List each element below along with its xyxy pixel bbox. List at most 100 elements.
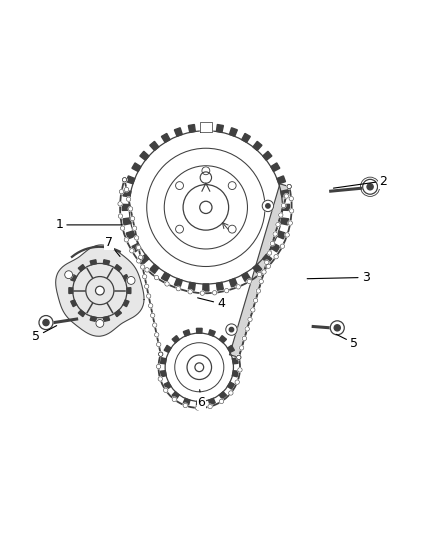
Polygon shape [140,254,149,263]
Circle shape [240,346,244,350]
Circle shape [287,184,291,189]
Polygon shape [271,163,280,172]
Circle shape [195,406,200,410]
Circle shape [280,244,285,248]
Circle shape [176,225,184,233]
Circle shape [270,241,275,246]
Polygon shape [277,176,286,184]
Polygon shape [216,125,223,132]
Circle shape [273,232,277,236]
Polygon shape [208,330,215,336]
Circle shape [367,184,373,190]
Circle shape [237,355,241,360]
Polygon shape [71,300,77,306]
Circle shape [281,204,286,208]
Text: 1: 1 [55,219,122,231]
Circle shape [142,274,147,279]
Circle shape [334,325,340,331]
Circle shape [224,288,229,293]
Circle shape [119,189,124,194]
Circle shape [226,324,237,335]
Circle shape [200,291,205,295]
Polygon shape [203,124,209,131]
Polygon shape [228,382,234,389]
Circle shape [267,251,272,255]
Polygon shape [126,176,135,184]
Polygon shape [196,328,202,333]
Circle shape [183,403,187,408]
Circle shape [152,323,157,327]
Circle shape [136,245,141,250]
Polygon shape [115,310,121,317]
Polygon shape [283,204,290,211]
Circle shape [259,279,263,284]
Polygon shape [126,231,135,239]
Circle shape [118,201,122,206]
Circle shape [165,282,169,286]
Circle shape [43,319,49,326]
Circle shape [287,184,291,189]
Circle shape [274,255,278,259]
Circle shape [124,238,129,242]
Polygon shape [230,278,237,287]
Polygon shape [162,272,170,281]
Circle shape [276,222,280,227]
Circle shape [137,259,141,263]
Polygon shape [233,358,238,364]
Circle shape [128,207,133,211]
Circle shape [245,327,249,331]
Circle shape [212,290,217,295]
Polygon shape [123,274,129,281]
Circle shape [195,363,204,372]
Polygon shape [123,190,131,197]
Text: 6: 6 [198,390,205,409]
Polygon shape [228,345,234,352]
Polygon shape [219,392,226,399]
Circle shape [202,167,210,175]
Polygon shape [140,151,149,160]
Circle shape [251,308,255,312]
Polygon shape [174,128,182,136]
Circle shape [237,355,241,360]
Circle shape [141,265,145,269]
Circle shape [146,294,151,298]
Text: 4: 4 [198,297,225,310]
Polygon shape [271,243,280,252]
Polygon shape [123,218,131,225]
Polygon shape [132,243,141,252]
Polygon shape [263,151,272,160]
Polygon shape [172,392,179,399]
Text: 5: 5 [32,326,57,343]
Polygon shape [172,336,179,343]
Polygon shape [132,163,141,172]
Circle shape [122,177,127,182]
Circle shape [148,303,153,308]
Circle shape [254,298,258,303]
Polygon shape [174,278,182,287]
Circle shape [39,316,53,329]
Polygon shape [127,288,131,294]
Circle shape [236,285,240,289]
Circle shape [363,179,378,194]
Polygon shape [188,125,195,132]
Circle shape [200,201,212,214]
Circle shape [145,284,149,288]
Circle shape [130,248,134,253]
Circle shape [118,214,123,218]
Polygon shape [263,254,272,263]
Circle shape [158,377,162,381]
Polygon shape [78,264,85,271]
Circle shape [151,313,155,318]
Circle shape [247,279,251,284]
Circle shape [256,289,261,293]
Circle shape [289,197,293,201]
Polygon shape [281,218,289,225]
Polygon shape [230,184,289,357]
Circle shape [156,365,161,369]
Circle shape [134,236,139,240]
Circle shape [127,277,135,285]
Text: 5: 5 [336,334,358,350]
Polygon shape [208,398,215,405]
Polygon shape [103,260,110,265]
Polygon shape [242,133,250,142]
